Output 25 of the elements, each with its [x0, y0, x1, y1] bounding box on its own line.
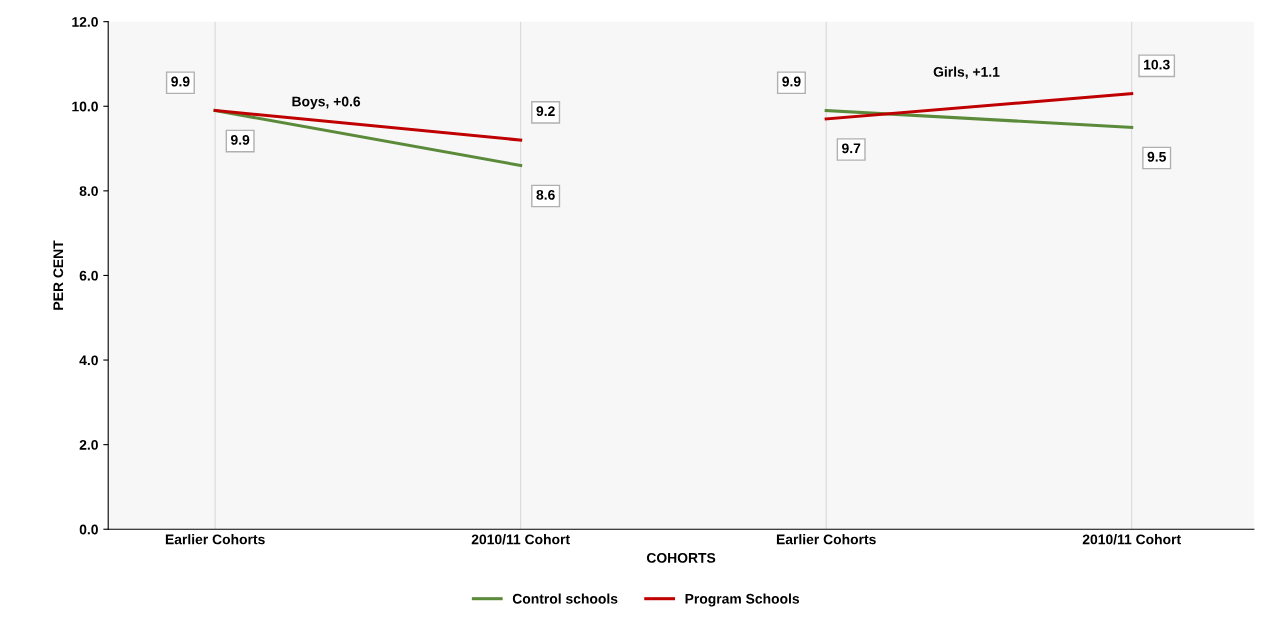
y-tick-label: 0.0	[79, 524, 98, 535]
x-tick-label: Earlier Cohorts	[776, 534, 876, 545]
x-axis-title: COHORTS	[646, 552, 716, 563]
y-tick-label: 4.0	[79, 355, 98, 366]
data-label: 10.3	[1144, 59, 1170, 70]
y-tick-label: 12.0	[72, 17, 98, 27]
data-label: 9.5	[1147, 151, 1166, 162]
x-tick-label: 2010/11 Cohort	[1082, 534, 1181, 545]
data-label: 9.9	[782, 76, 801, 87]
x-tick-label: 2010/11 Cohort	[471, 534, 570, 545]
data-label: 9.9	[230, 134, 250, 145]
legend-label: Program Schools	[685, 593, 800, 607]
y-tick-label: 2.0	[79, 439, 98, 450]
y-tick-label: 6.0	[79, 270, 98, 281]
y-tick-label: 8.0	[79, 186, 98, 197]
y-tick-label: 10.0	[72, 101, 98, 112]
x-tick-label: Earlier Cohorts	[165, 534, 265, 545]
data-label: 9.2	[536, 106, 555, 117]
data-label: 8.6	[536, 189, 555, 200]
annotation: Girls, +1.1	[933, 66, 1000, 79]
annotation: Boys, +0.6	[292, 96, 361, 110]
legend-label: Control schools	[512, 593, 618, 604]
y-axis-title: PER CENT	[53, 240, 64, 310]
data-label: 9.9	[171, 76, 190, 87]
data-label: 9.7	[842, 143, 861, 154]
